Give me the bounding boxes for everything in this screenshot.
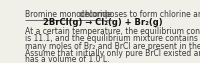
Text: 2BrCl(g) → Cl₂(g) + Br₂(g): 2BrCl(g) → Cl₂(g) + Br₂(g) — [43, 18, 162, 27]
Text: is 11.1, and the equilibrium mixture contains 4.00 mol Cl₂. How: is 11.1, and the equilibrium mixture con… — [25, 34, 200, 43]
Text: decomposes to form chlorine and bromine.: decomposes to form chlorine and bromine. — [77, 10, 200, 19]
Text: many moles of Br₂ and BrCl are present in the equilibrium mixture?: many moles of Br₂ and BrCl are present i… — [25, 42, 200, 51]
Text: At a certain temperature, the equilibrium constant for the reaction: At a certain temperature, the equilibriu… — [25, 27, 200, 36]
Text: Assume that initially only pure BrCl existed and that the container: Assume that initially only pure BrCl exi… — [25, 49, 200, 58]
Text: has a volume of 1.0 L.: has a volume of 1.0 L. — [25, 55, 110, 63]
Text: Bromine monochloride: Bromine monochloride — [25, 10, 112, 19]
